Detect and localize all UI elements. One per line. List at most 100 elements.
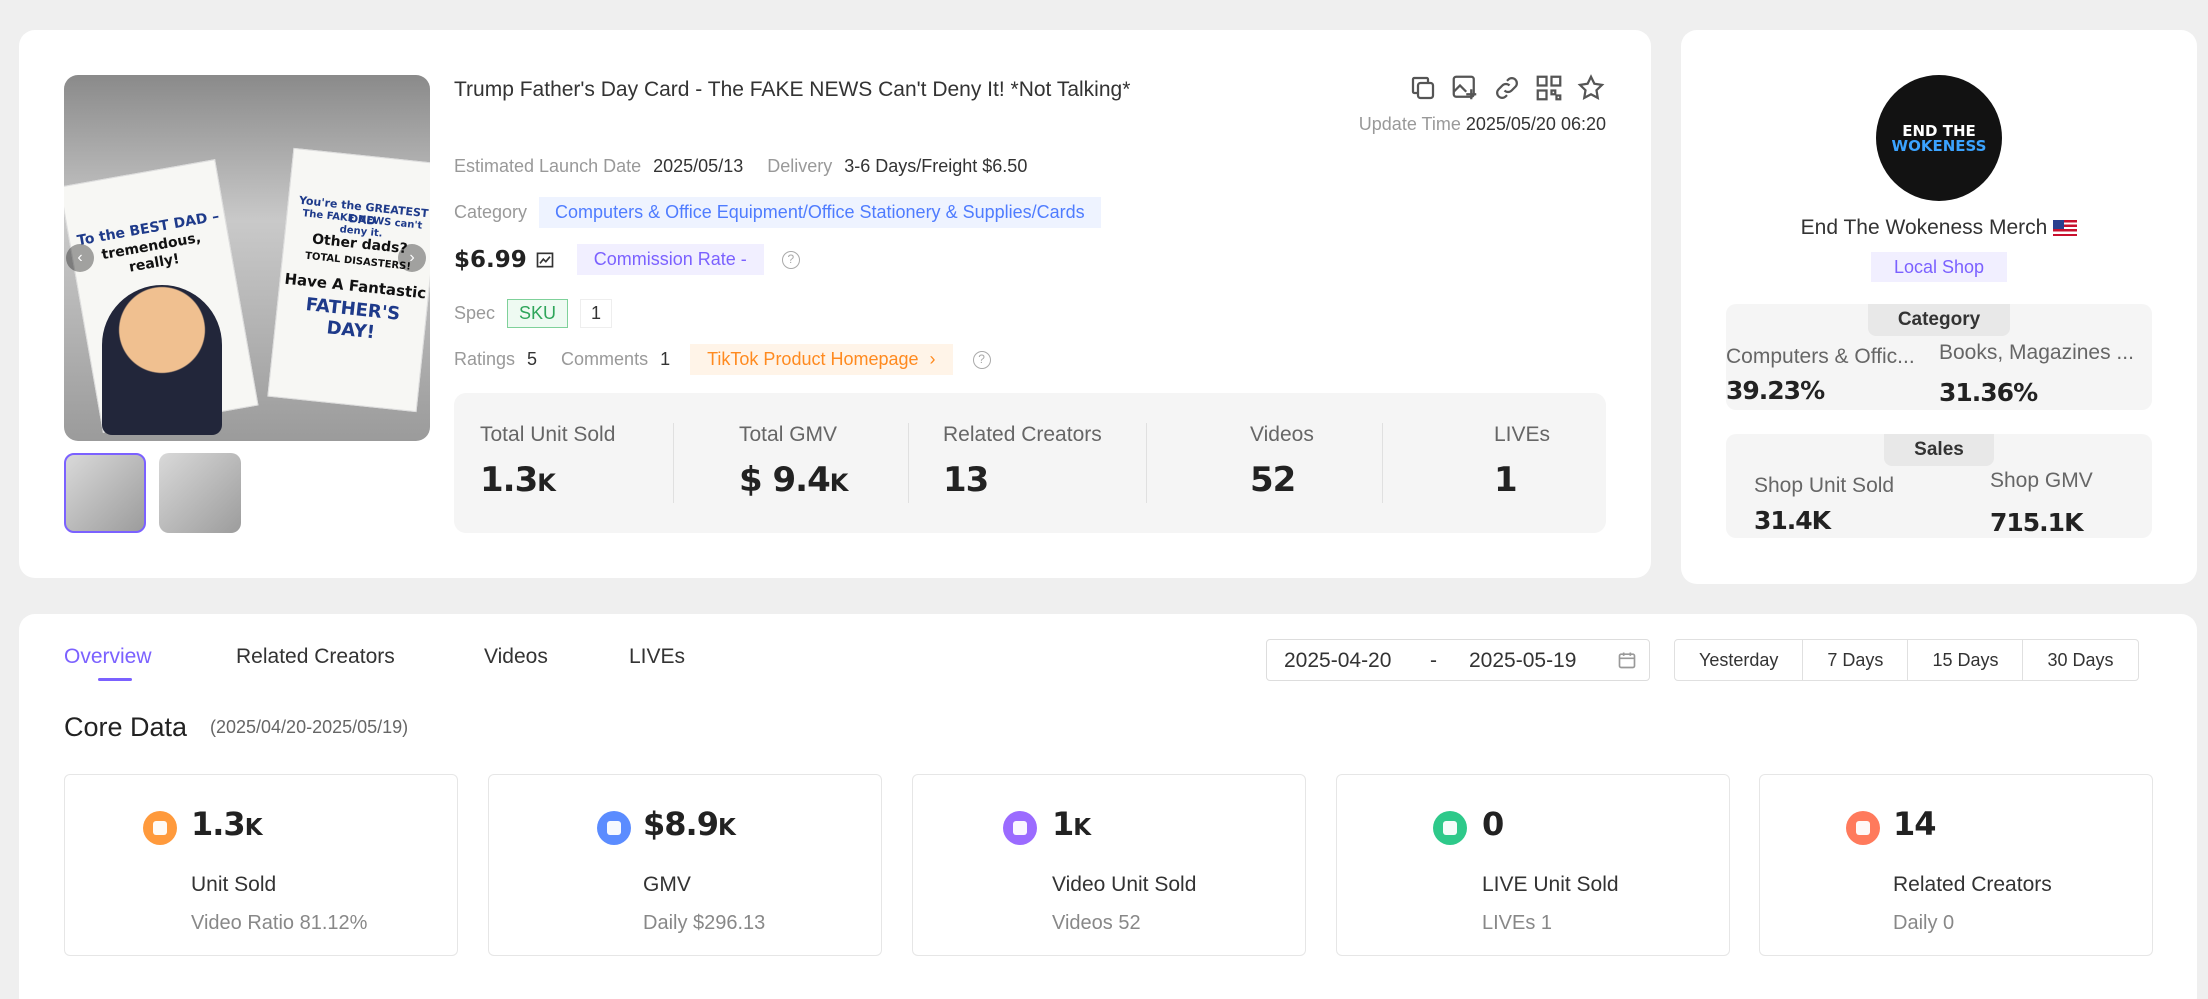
person-figure xyxy=(102,285,222,435)
date-range-picker[interactable]: 2025-04-20 - 2025-05-19 xyxy=(1266,639,1650,681)
date-start[interactable]: 2025-04-20 xyxy=(1284,649,1392,672)
date-end[interactable]: 2025-05-19 xyxy=(1469,649,1577,672)
image-search-icon[interactable] xyxy=(1450,73,1480,103)
thumbnail-2[interactable] xyxy=(159,453,241,533)
metric-value: $8.9K xyxy=(643,805,736,843)
tab-overview[interactable]: Overview xyxy=(64,645,152,668)
metric-label: Video Unit Sold xyxy=(1052,873,1197,896)
tab-lives[interactable]: LIVEs xyxy=(629,645,686,668)
spec-label: Spec xyxy=(454,303,496,323)
stat-value: 1 xyxy=(1494,460,1518,500)
stat-value: 52 xyxy=(1250,460,1296,500)
shop-name[interactable]: End The Wokeness Merch xyxy=(1681,216,2197,240)
metric-gmv: $8.9K GMV Daily $296.13 xyxy=(488,774,882,956)
help-icon[interactable]: ? xyxy=(972,350,991,369)
update-label: Update Time xyxy=(1358,114,1461,134)
core-data-range: (2025/04/20-2025/05/19) xyxy=(210,717,409,737)
tiktok-homepage-link[interactable]: TikTok Product Homepage › xyxy=(690,344,953,375)
divider xyxy=(1146,423,1147,503)
price-chart-icon[interactable] xyxy=(535,250,555,270)
sku-tag: SKU xyxy=(507,299,569,328)
product-card: To the BEST DAD – tremendous, really! Yo… xyxy=(19,30,1651,578)
shop-gmv-value: 715.1K xyxy=(1990,508,2083,537)
range-7-days-button[interactable]: 7 Days xyxy=(1803,640,1909,680)
date-separator: - xyxy=(1430,649,1437,672)
comments-label: Comments xyxy=(561,349,649,369)
range-30-days-button[interactable]: 30 Days xyxy=(2047,650,2114,670)
stat-label: LIVEs xyxy=(1494,423,1551,446)
category-tag[interactable]: Computers & Office Equipment/Office Stat… xyxy=(539,197,1101,228)
logo-text: END THE xyxy=(1902,122,1976,140)
metric-related-creators: 14 Related Creators Daily 0 xyxy=(1759,774,2153,956)
metric-sub: Daily $296.13 xyxy=(643,912,766,934)
metric-value: 1K xyxy=(1052,805,1091,843)
metric-sub: Video Ratio 81.12% xyxy=(191,912,368,934)
metric-video-unit-sold: 1K Video Unit Sold Videos 52 xyxy=(912,774,1306,956)
star-icon[interactable] xyxy=(1576,73,1606,103)
product-stats: Total Unit Sold 1.3K Total GMV $ 9.4K Re… xyxy=(454,393,1606,533)
metric-live-unit-sold: 0 LIVE Unit Sold LIVEs 1 xyxy=(1336,774,1730,956)
update-time: Update Time 2025/05/20 06:20 xyxy=(1359,114,1606,135)
stat-label: Videos xyxy=(1250,423,1314,446)
price-value: $6.99 xyxy=(454,246,527,273)
stat-value: 13 xyxy=(943,460,989,500)
prev-image-button[interactable]: ‹ xyxy=(66,244,94,272)
ratings-value: 5 xyxy=(527,349,538,369)
tab-active-indicator xyxy=(98,678,132,681)
metric-label: Related Creators xyxy=(1893,873,2052,896)
product-title: Trump Father's Day Card - The FAKE NEWS … xyxy=(454,78,1131,101)
calendar-icon[interactable] xyxy=(1617,650,1637,670)
thumbnail-1[interactable] xyxy=(64,453,146,533)
metric-label: LIVE Unit Sold xyxy=(1482,873,1619,896)
live-camera-icon xyxy=(1433,811,1467,845)
comments-value: 1 xyxy=(660,349,671,369)
link-icon[interactable] xyxy=(1492,73,1522,103)
us-flag-icon xyxy=(2053,220,2078,236)
price-row: $6.99 Commission Rate - ? xyxy=(454,244,800,275)
delivery-value: 3-6 Days/Freight $6.50 xyxy=(844,156,1028,176)
product-actions xyxy=(1408,73,1606,103)
divider xyxy=(1382,423,1383,503)
help-icon[interactable]: ? xyxy=(781,250,800,269)
ratings-row: Ratings 5 Comments 1 TikTok Product Home… xyxy=(454,344,991,375)
metric-value: 14 xyxy=(1893,805,1937,843)
tab-videos[interactable]: Videos xyxy=(484,645,548,668)
divider xyxy=(908,423,909,503)
range-15-days-button[interactable]: 15 Days xyxy=(1908,640,2024,680)
tab-related-creators[interactable]: Related Creators xyxy=(236,645,395,668)
qr-code-icon[interactable] xyxy=(1534,73,1564,103)
metric-unit-sold: 1.3K Unit Sold Video Ratio 81.12% xyxy=(64,774,458,956)
local-shop-tag: Local Shop xyxy=(1871,252,2007,282)
metric-sub: LIVEs 1 xyxy=(1482,912,1553,934)
category-1-pct: 39.23% xyxy=(1726,376,1825,405)
metric-label: Unit Sold xyxy=(191,873,277,896)
chevron-right-icon: › xyxy=(929,349,936,369)
stat-label: Total Unit Sold xyxy=(480,423,616,446)
metric-sub: Videos 52 xyxy=(1052,912,1141,934)
range-yesterday-button[interactable]: Yesterday xyxy=(1675,640,1804,680)
shop-card: END THE WOKENESS End The Wokeness Merch … xyxy=(1681,30,2197,584)
update-value: 2025/05/20 06:20 xyxy=(1465,114,1606,134)
stat-value: $ 9.4K xyxy=(739,460,848,500)
metric-sub: Daily 0 xyxy=(1893,912,1955,934)
quick-range-group: Yesterday 7 Days 15 Days 30 Days xyxy=(1674,639,2139,681)
launch-date: 2025/05/13 xyxy=(653,156,744,176)
category-1-name: Computers & Offic... xyxy=(1726,345,1915,368)
spec-row: Spec SKU 1 xyxy=(454,299,613,328)
shop-unit-sold-label: Shop Unit Sold xyxy=(1754,474,1895,497)
shop-logo[interactable]: END THE WOKENESS xyxy=(1876,75,2002,201)
sku-count: 1 xyxy=(580,299,613,328)
card-right-panel: You're the GREATEST DAD The FAKE NEWS ca… xyxy=(267,147,430,413)
next-image-button[interactable]: › xyxy=(398,244,426,272)
metric-value: 0 xyxy=(1482,805,1504,843)
video-play-icon xyxy=(1003,811,1037,845)
launch-label: Estimated Launch Date xyxy=(454,156,642,176)
metric-label: GMV xyxy=(643,873,691,896)
shop-name-text: End The Wokeness Merch xyxy=(1800,216,2048,239)
copy-icon[interactable] xyxy=(1408,73,1438,103)
logo-text: WOKENESS xyxy=(1891,137,1987,155)
ratings-label: Ratings xyxy=(454,349,516,369)
product-main-image[interactable]: To the BEST DAD – tremendous, really! Yo… xyxy=(64,75,430,441)
divider xyxy=(673,423,674,503)
commission-tag: Commission Rate - xyxy=(576,244,764,275)
